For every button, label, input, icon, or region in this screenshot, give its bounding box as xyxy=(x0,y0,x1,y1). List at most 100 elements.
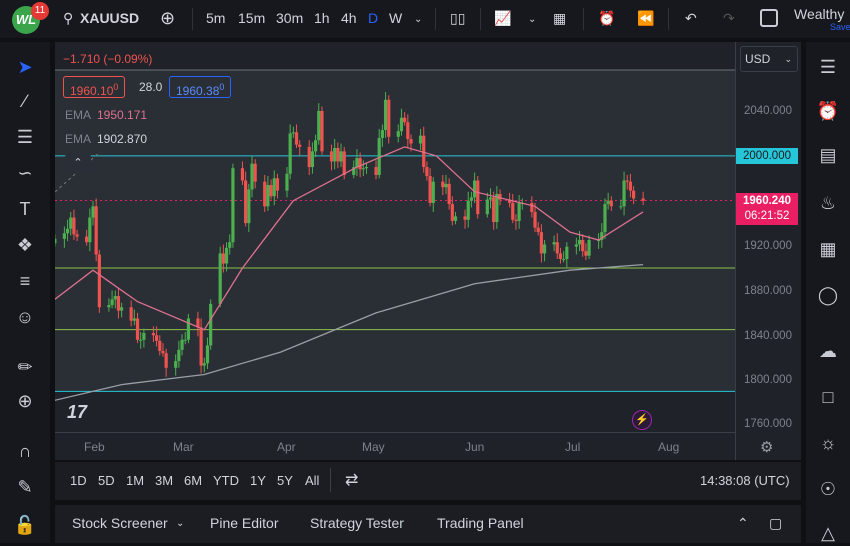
fullscreen-icon[interactable] xyxy=(760,9,778,27)
emoji-icon[interactable]: ☺ xyxy=(15,307,35,327)
candle-body xyxy=(142,333,146,340)
range-all[interactable]: All xyxy=(305,473,320,488)
candle-body xyxy=(55,238,57,244)
cloud-icon[interactable]: ☁ xyxy=(819,341,837,361)
prediction-icon[interactable]: ≡ xyxy=(19,271,31,291)
magnet-icon[interactable]: ∩ xyxy=(18,441,32,461)
add-list-icon[interactable]: ▤ xyxy=(819,145,837,165)
pattern-icon[interactable]: ❖ xyxy=(16,235,34,255)
last-price-label: 1960.240 06:21:52 xyxy=(736,193,798,225)
currency-select[interactable]: USD ⌄ xyxy=(740,46,798,72)
range-ytd[interactable]: YTD xyxy=(213,473,239,488)
replay-icon[interactable]: ⏪ xyxy=(637,10,655,26)
candle-body xyxy=(600,232,604,240)
candle-body xyxy=(422,135,426,168)
expand-panel-icon[interactable]: ⌃ xyxy=(737,515,749,531)
candle-body xyxy=(151,333,156,336)
cursor-icon[interactable]: ➤ xyxy=(17,57,33,77)
ideas-icon[interactable]: ◯ xyxy=(817,285,839,305)
collapse-legend-icon[interactable]: ⌃ xyxy=(65,154,91,172)
calendar-icon[interactable]: ▦ xyxy=(819,239,837,259)
candle-body xyxy=(517,202,521,221)
notification-badge: 11 xyxy=(31,2,49,20)
candle-body xyxy=(632,190,636,199)
time-label: Jun xyxy=(465,440,485,454)
interval-w[interactable]: W xyxy=(389,10,403,26)
price-axis[interactable]: USD ⌄ 2040.000 2000.000 1960.240 06:21:52 … xyxy=(735,42,801,460)
range-6m[interactable]: 6M xyxy=(184,473,203,488)
time-axis[interactable]: Feb Mar Apr May Jun Jul Aug xyxy=(55,432,735,460)
range-1d[interactable]: 1D xyxy=(70,473,87,488)
watchlist-icon[interactable]: ☰ xyxy=(819,57,837,77)
candle-body xyxy=(228,242,232,248)
settings-gear-icon[interactable]: ⚙ xyxy=(760,439,774,456)
tab-trading-panel[interactable]: Trading Panel xyxy=(437,515,524,531)
range-5y[interactable]: 5Y xyxy=(277,473,293,488)
maximize-panel-icon[interactable]: ▢ xyxy=(769,515,783,531)
event-icon[interactable]: ⚡ xyxy=(632,410,652,430)
candle-body xyxy=(209,303,213,346)
brush-icon[interactable]: ∽ xyxy=(17,163,33,183)
candle-body xyxy=(72,217,76,235)
ema-slow-value: 1902.870 xyxy=(97,132,148,146)
alert-icon[interactable]: ⏰ xyxy=(598,10,616,26)
goto-date-icon[interactable]: ⇄ xyxy=(345,472,359,489)
interval-15m[interactable]: 15m xyxy=(238,10,266,26)
candle-body xyxy=(558,253,563,260)
range-1y[interactable]: 1Y xyxy=(250,473,266,488)
symbol-search[interactable]: XAUUSD xyxy=(80,10,140,26)
candle-body xyxy=(329,151,334,162)
candle-body xyxy=(139,339,143,341)
ask-price-button[interactable]: 1960.380 xyxy=(169,76,232,98)
chevron-down-icon[interactable]: ⌄ xyxy=(176,518,185,529)
candle-body xyxy=(387,99,391,137)
chart-pane[interactable]: −1.710 (−0.09%) 1960.100 28.0 1960.380 E… xyxy=(55,42,801,460)
range-3m[interactable]: 3M xyxy=(155,473,174,488)
candles-icon[interactable]: ▯▯ xyxy=(450,10,466,26)
candle-body xyxy=(317,111,321,141)
tab-stock-screener[interactable]: Stock Screener xyxy=(72,515,168,531)
candle-body xyxy=(91,206,95,218)
broadcast-icon[interactable]: ☉ xyxy=(819,479,837,499)
lightbulb-icon[interactable]: ☼ xyxy=(819,433,837,453)
hotlist-icon[interactable]: ♨ xyxy=(819,193,837,213)
ruler-icon[interactable]: ✏ xyxy=(17,357,33,377)
candle-body xyxy=(205,345,210,364)
range-1m[interactable]: 1M xyxy=(126,473,145,488)
chat-icon[interactable]: □ xyxy=(822,387,834,407)
text-icon[interactable]: T xyxy=(19,199,31,219)
bid-price: 1960.10 xyxy=(70,84,114,98)
candle-body xyxy=(552,242,556,245)
account-name[interactable]: Wealthy xyxy=(794,6,845,22)
redo-icon[interactable]: ↷ xyxy=(723,10,735,26)
interval-4h[interactable]: 4h xyxy=(341,10,357,26)
price-chart[interactable] xyxy=(55,42,735,432)
search-icon[interactable]: ⚲ xyxy=(63,10,74,26)
candle-body xyxy=(199,327,203,366)
lock-icon[interactable]: 🔓 xyxy=(13,515,37,535)
notifications-icon[interactable]: △ xyxy=(821,523,835,543)
undo-icon[interactable]: ↶ xyxy=(685,10,697,26)
utc-clock[interactable]: 14:38:08 (UTC) xyxy=(700,473,790,488)
interval-1h[interactable]: 1h xyxy=(314,10,330,26)
chevron-down-icon[interactable]: ⌄ xyxy=(414,14,423,25)
fib-icon[interactable]: ☰ xyxy=(16,127,34,147)
layouts-icon[interactable]: ▦ xyxy=(553,10,567,26)
zoom-icon[interactable]: ⊕ xyxy=(17,391,33,411)
indicators-icon[interactable]: 📈 xyxy=(494,10,512,26)
tab-strategy-tester[interactable]: Strategy Tester xyxy=(310,515,404,531)
interval-30m[interactable]: 30m xyxy=(276,10,304,26)
add-symbol-icon[interactable]: ⊕ xyxy=(160,8,176,28)
lock-drawing-icon[interactable]: ✎ xyxy=(17,477,33,497)
interval-d[interactable]: D xyxy=(368,10,379,26)
candle-body xyxy=(495,193,499,223)
range-5d[interactable]: 5D xyxy=(98,473,115,488)
tab-pine-editor[interactable]: Pine Editor xyxy=(210,515,279,531)
alarm-icon[interactable]: ⏰ xyxy=(816,101,840,121)
bid-price-button[interactable]: 1960.100 xyxy=(63,76,126,98)
candle-body xyxy=(247,189,251,224)
trendline-icon[interactable]: ∕ xyxy=(23,91,27,111)
save-label[interactable]: Save xyxy=(830,22,850,32)
chevron-down-icon[interactable]: ⌄ xyxy=(528,14,537,25)
interval-5m[interactable]: 5m xyxy=(206,10,226,26)
